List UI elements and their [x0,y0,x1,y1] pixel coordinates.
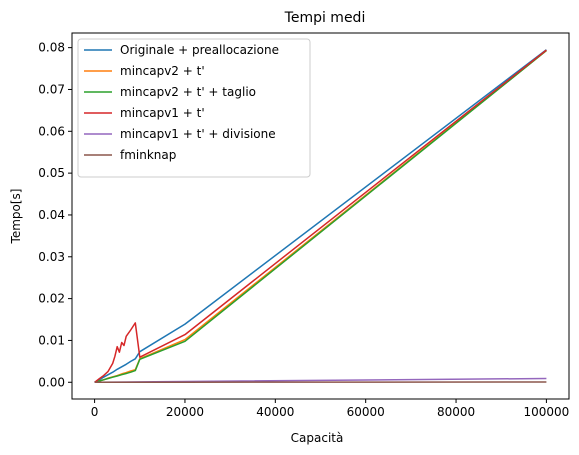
x-tick-label: 80000 [437,405,475,419]
plot-area [71,32,570,400]
x-tick-label: 40000 [256,405,294,419]
y-tick-label: 0.05 [38,166,65,180]
y-tick-label: 0.01 [38,333,65,347]
x-tick-label: 100000 [524,405,570,419]
legend-label: mincapv1 + t' + divisione [120,127,276,141]
y-tick-label: 0.00 [38,375,65,389]
y-tick-label: 0.08 [38,41,65,55]
legend-box [77,38,311,178]
x-axis-title: Capacità [291,431,344,445]
y-axis: 0.00 0.01 0.02 0.03 0.04 0.05 0.06 0.07 0.08 [38,41,72,389]
legend-label: mincapv2 + t' + taglio [120,85,256,99]
x-tick-label: 0 [91,405,99,419]
legend: Originale + preallocazione mincapv2 + t' m… [77,38,311,178]
y-axis-title: Tempo[s] [9,189,23,245]
legend-label: mincapv2 + t' [120,64,205,78]
chart-title: Tempi medi [284,10,366,26]
series-line-4 [94,49,547,383]
y-tick-label: 0.03 [38,250,65,264]
series-line-3 [94,50,547,384]
y-tick-label: 0.02 [38,292,65,306]
series-lines [94,49,547,384]
y-tick-label: 0.07 [38,82,65,96]
x-tick-label: 20000 [166,405,204,419]
legend-label: fminknap [120,148,176,162]
y-tick-label: 0.06 [38,124,65,138]
x-tick-label: 60000 [347,405,385,419]
legend-label: mincapv1 + t' [120,106,205,120]
y-tick-label: 0.04 [38,208,65,222]
legend-label: Originale + preallocazione [120,43,279,57]
x-axis: 0 20000 40000 60000 80000 100000 [91,399,570,419]
